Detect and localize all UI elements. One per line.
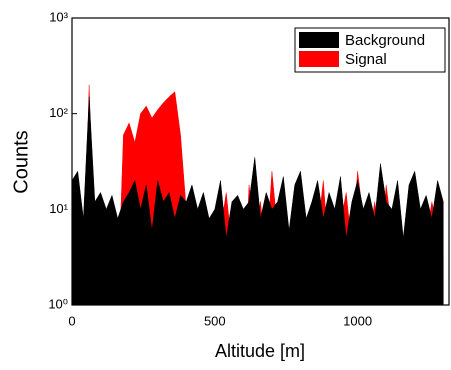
plot-frame <box>71 17 450 306</box>
x-axis-label: Altitude [m] <box>215 341 305 361</box>
y-tick-label: 10⁰ <box>48 296 68 311</box>
legend-label: Background <box>345 32 425 49</box>
legend-swatch <box>299 32 339 48</box>
y-tick-label: 10³ <box>49 9 68 24</box>
y-axis-label: Counts <box>10 130 32 193</box>
legend-swatch <box>299 51 339 67</box>
y-tick-label: 10² <box>49 105 68 120</box>
x-tick-label: 1000 <box>343 313 372 328</box>
x-tick-label: 0 <box>68 313 75 328</box>
y-tick-label: 10¹ <box>49 201 68 216</box>
area <box>71 96 444 306</box>
x-tick-label: 500 <box>204 313 226 328</box>
legend-label: Signal <box>345 51 387 68</box>
